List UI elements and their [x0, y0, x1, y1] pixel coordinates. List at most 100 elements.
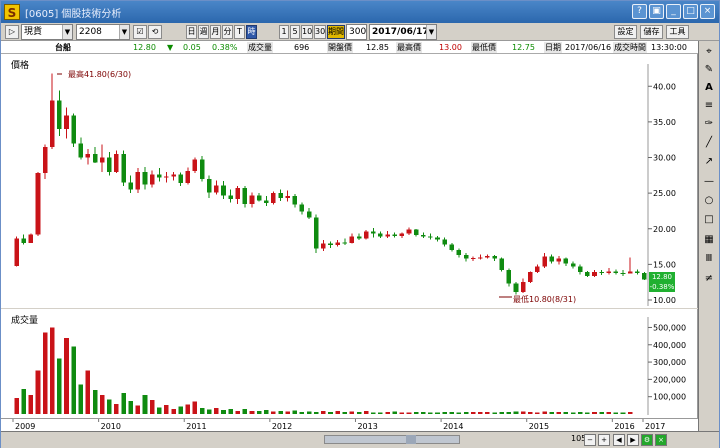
- price-candle: [542, 256, 547, 267]
- rectangle-icon[interactable]: □: [704, 214, 714, 225]
- volume-y-tick-label: 100,000: [653, 393, 686, 402]
- tools-button[interactable]: 工具: [666, 25, 689, 39]
- price-candle: [264, 200, 269, 204]
- close-icon[interactable]: ×: [655, 434, 667, 446]
- price-candle: [313, 217, 319, 249]
- price-candle: [642, 272, 647, 280]
- volume-bar: [35, 370, 41, 414]
- grid-icon[interactable]: ▦: [704, 234, 714, 245]
- interval-hour[interactable]: 時: [246, 25, 257, 39]
- volume-bar: [342, 411, 348, 414]
- price-candle: [592, 272, 597, 276]
- price-candle: [456, 250, 462, 256]
- pen-icon[interactable]: ✑: [704, 118, 714, 129]
- volume-bar: [328, 411, 333, 414]
- interval-month[interactable]: 月: [210, 25, 221, 39]
- volume-bar: [456, 412, 462, 414]
- draw-icon[interactable]: ✎: [704, 64, 714, 75]
- price-candle: [85, 153, 91, 158]
- line-icon[interactable]: ╱: [705, 137, 713, 148]
- volume-bar: [249, 410, 255, 414]
- nav-right-icon[interactable]: ▶: [627, 434, 639, 446]
- nav-left-icon[interactable]: ◀: [613, 434, 625, 446]
- period-1[interactable]: 1: [279, 25, 289, 39]
- volume-bar: [242, 408, 248, 414]
- price-candle: [499, 258, 505, 271]
- volume-bar: [264, 410, 269, 414]
- arrow-icon[interactable]: ↗: [704, 156, 714, 167]
- price-candle: [57, 100, 62, 129]
- volume-bar: [585, 412, 590, 414]
- time-label: 成交時間: [613, 42, 647, 53]
- volume-bar: [392, 411, 397, 414]
- volume-bar: [413, 412, 419, 414]
- volume-bar: [527, 411, 533, 414]
- price-candle: [271, 193, 276, 204]
- chevron-down-icon: ▼: [426, 25, 436, 39]
- price-y-tick-label: 40.00: [653, 82, 676, 91]
- horizontal-line-icon[interactable]: —: [704, 176, 714, 187]
- date-select[interactable]: 2017/06/17 ▼: [369, 24, 437, 40]
- price-candle: [228, 195, 233, 199]
- price-candle: [149, 174, 155, 185]
- horizontal-scrollbar[interactable]: [324, 435, 460, 444]
- volume-chart-panel[interactable]: 成交量 500,000 400,000 300,000 200,000 100,000: [1, 309, 698, 418]
- volume-bar: [356, 412, 362, 414]
- price-candle: [585, 272, 590, 276]
- time-axis-label: 2010: [101, 422, 121, 431]
- volume-value: 696: [294, 43, 310, 52]
- maximize-button[interactable]: □: [683, 4, 698, 19]
- minimize-button[interactable]: _: [666, 4, 681, 19]
- volume-bar: [513, 411, 519, 414]
- checkbox-button[interactable]: ☑: [133, 25, 147, 39]
- low-annotation: 最低10.80(8/31): [513, 295, 577, 304]
- volume-bar: [549, 412, 554, 414]
- period-10[interactable]: 10: [301, 25, 313, 39]
- text-icon[interactable]: A: [705, 82, 713, 93]
- print-icon[interactable]: ▣: [649, 4, 664, 19]
- cursor-icon[interactable]: ⌖: [706, 46, 712, 57]
- price-candle: [463, 255, 469, 259]
- help-icon[interactable]: ?: [632, 4, 647, 19]
- scroll-thumb[interactable]: [406, 435, 416, 444]
- settings-icon[interactable]: ⚙: [641, 434, 653, 446]
- price-candle: [49, 100, 55, 147]
- price-candle: [378, 233, 383, 237]
- link-icon[interactable]: ⟲: [148, 25, 162, 39]
- list-icon[interactable]: ≡: [704, 100, 714, 111]
- close-button[interactable]: ×: [700, 4, 715, 19]
- volume-bar: [535, 412, 540, 414]
- volume-bar-chart: 500,000 400,000 300,000 200,000 100,000: [14, 317, 686, 415]
- zoom-in-icon[interactable]: +: [598, 434, 610, 446]
- price-candle: [435, 237, 440, 240]
- period-value[interactable]: 300: [346, 24, 367, 40]
- zoom-out-icon[interactable]: −: [584, 434, 596, 446]
- interval-day[interactable]: 日: [186, 25, 197, 39]
- volume-bar: [570, 412, 576, 414]
- chevron-down-icon: ▼: [119, 25, 129, 39]
- volume-bar: [363, 411, 369, 414]
- symbol-select[interactable]: 2208 ▼: [76, 24, 130, 40]
- settings-button[interactable]: 設定: [614, 25, 637, 39]
- play-button[interactable]: ▷: [5, 25, 19, 39]
- pattern-icon[interactable]: ≠: [704, 273, 714, 284]
- price-candle: [256, 195, 262, 201]
- interval-tick[interactable]: T: [234, 25, 245, 39]
- price-candle: [478, 257, 483, 259]
- fan-icon[interactable]: Ⅲ: [705, 253, 713, 264]
- price-chart-panel[interactable]: 價格 最高41.80(6/30) 最低10.80(8/31) 12.80 -0.…: [1, 54, 698, 308]
- interval-minute[interactable]: 分: [222, 25, 233, 39]
- price-candle: [406, 229, 412, 234]
- price-candle: [78, 143, 84, 158]
- period-30[interactable]: 30: [314, 25, 326, 39]
- circle-icon[interactable]: ○: [704, 195, 714, 206]
- volume-bar: [542, 411, 547, 414]
- save-button[interactable]: 儲存: [640, 25, 663, 39]
- period-label[interactable]: 期間: [327, 25, 345, 39]
- price-candle: [392, 234, 397, 236]
- period-5[interactable]: 5: [290, 25, 300, 39]
- market-select[interactable]: 現貨 ▼: [21, 24, 73, 40]
- interval-week[interactable]: 週: [198, 25, 209, 39]
- volume-bar: [64, 337, 69, 414]
- high-value: 13.00: [439, 43, 462, 52]
